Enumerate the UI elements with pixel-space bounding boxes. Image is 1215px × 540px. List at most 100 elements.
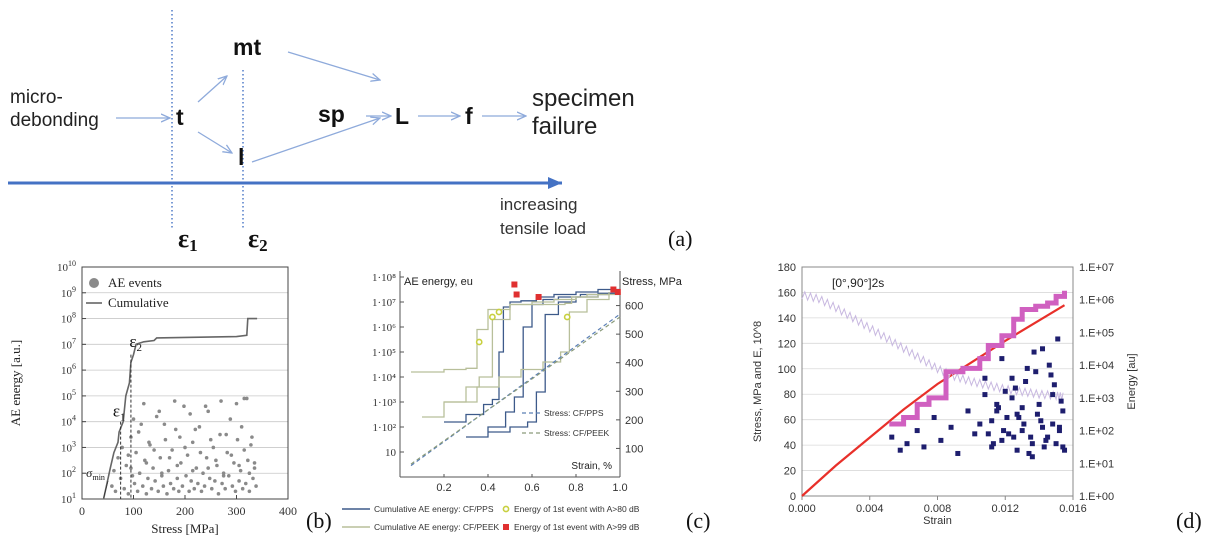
y-right-tick-c: 100 <box>625 443 643 455</box>
data-point-b <box>192 486 197 491</box>
event-point-d <box>1026 450 1032 456</box>
event-point-d <box>1060 444 1066 450</box>
data-point-b <box>247 471 252 476</box>
data-point-b <box>196 481 200 486</box>
y-left-tick-d: 140 <box>778 313 796 325</box>
y-right-tick-d: 1.E+05 <box>1079 327 1114 339</box>
event-point-d <box>1056 428 1062 434</box>
event-point-d <box>1021 421 1027 427</box>
event-point-d <box>1028 434 1034 440</box>
marker80-point-c <box>488 313 496 321</box>
panel-label-c: (c) <box>686 508 711 533</box>
data-point-b <box>162 422 167 427</box>
data-point-b <box>229 453 234 457</box>
event-point-d <box>914 428 920 434</box>
y-right-tick-d: 1.E+00 <box>1079 491 1114 503</box>
y-left-tick-d: 40 <box>784 440 796 452</box>
chart-d: 0 20 40 60 80 100 120 140 160 180 1.E+00 1.E+01 1.E+… <box>752 262 1138 527</box>
event-point-d <box>999 437 1005 443</box>
data-point-b <box>237 463 241 468</box>
node-end-1: specimen <box>532 85 635 112</box>
data-point-b <box>188 412 192 416</box>
y-tick-b: 103 <box>61 439 76 454</box>
x-tick-c: 0.2 <box>436 482 451 494</box>
event-point-d <box>989 418 995 424</box>
data-point-b <box>232 461 236 465</box>
y-right-tick-c: 600 <box>625 301 643 313</box>
data-point-b <box>234 401 239 406</box>
event-point-d <box>938 437 944 443</box>
event-point-d <box>1033 369 1039 375</box>
data-point-b <box>214 458 218 463</box>
data-point-b <box>203 404 208 408</box>
event-point-d <box>1016 414 1022 420</box>
arrow-l-L <box>251 118 380 163</box>
data-point-b <box>129 466 133 470</box>
event-point-d <box>982 392 988 398</box>
event-point-d <box>965 408 971 414</box>
y-left-label-c: AE energy, eu <box>404 276 473 288</box>
data-point-b <box>239 425 244 429</box>
event-point-d <box>921 444 927 450</box>
legend-label-peek-c: Cumulative AE energy: CF/PEEK <box>374 522 500 532</box>
data-point-b <box>168 481 173 486</box>
y-left-tick-d: 180 <box>778 262 796 274</box>
y-tick-b: 104 <box>61 414 76 429</box>
event-point-d <box>1055 336 1061 342</box>
data-point-b <box>233 489 238 494</box>
data-point-b <box>179 461 183 465</box>
data-point-b <box>246 458 250 463</box>
y-left-tick-c: 10 <box>385 447 397 459</box>
data-point-b <box>216 492 221 496</box>
data-point-b <box>198 450 203 455</box>
data-point-b <box>182 404 186 408</box>
y-left-tick-c: 1·10² <box>373 422 397 434</box>
y-left-tick-d: 20 <box>784 466 796 478</box>
legend-marker-events-b <box>89 278 99 288</box>
arrow-t-l <box>197 131 232 153</box>
data-point-b <box>132 481 137 486</box>
data-point-b <box>152 448 156 452</box>
eps2-label: ε2 <box>248 224 268 255</box>
panel-label-a: (a) <box>668 226 693 251</box>
data-point-b <box>254 484 258 488</box>
series-line-c <box>422 292 610 418</box>
event-point-d <box>931 414 937 420</box>
event-point-d <box>977 421 983 427</box>
data-point-b <box>180 484 185 488</box>
data-point-b <box>113 489 118 494</box>
data-point-b <box>178 435 182 439</box>
eps2-annotation-b: ε2 <box>129 332 142 354</box>
load-label-1: increasing <box>500 195 578 214</box>
data-point-b <box>235 437 240 442</box>
x-axis-label-c: Strain, % <box>571 461 612 472</box>
data-point-b <box>154 414 159 419</box>
data-point-b <box>252 461 257 465</box>
data-point-b <box>126 453 131 457</box>
data-point-b <box>230 484 235 488</box>
event-point-d <box>1053 441 1059 447</box>
y-left-tick-c: 1·10⁸ <box>372 272 396 284</box>
data-point-b <box>112 468 116 473</box>
data-point-b <box>250 435 254 439</box>
event-point-d <box>1048 372 1054 378</box>
y-tick-b: 1010 <box>57 259 76 274</box>
node-end-2: failure <box>532 113 597 140</box>
data-point-b <box>134 450 138 455</box>
x-tick-d: 0.008 <box>924 503 952 515</box>
node-l: l <box>238 144 244 170</box>
chart-b: 101 102 103 104 105 106 107 108 109 1010 0 100 200 30… <box>8 259 297 536</box>
y-right-tick-c: 500 <box>625 329 643 341</box>
y-right-label-d: Energy [au] <box>1126 353 1138 409</box>
sigma-annotation-b: σmin <box>86 466 105 482</box>
data-point-b <box>208 437 213 442</box>
inner-legend-label-peek-c: Stress: CF/PEEK <box>544 428 610 438</box>
cumulative-line-b <box>102 317 258 500</box>
event-point-d <box>1062 447 1068 453</box>
y-tick-b: 105 <box>61 388 76 403</box>
y-tick-b: 101 <box>61 491 76 506</box>
data-point-b <box>126 492 131 496</box>
node-L: L <box>395 103 409 129</box>
data-point-b <box>193 427 198 432</box>
data-point-b <box>223 486 227 491</box>
